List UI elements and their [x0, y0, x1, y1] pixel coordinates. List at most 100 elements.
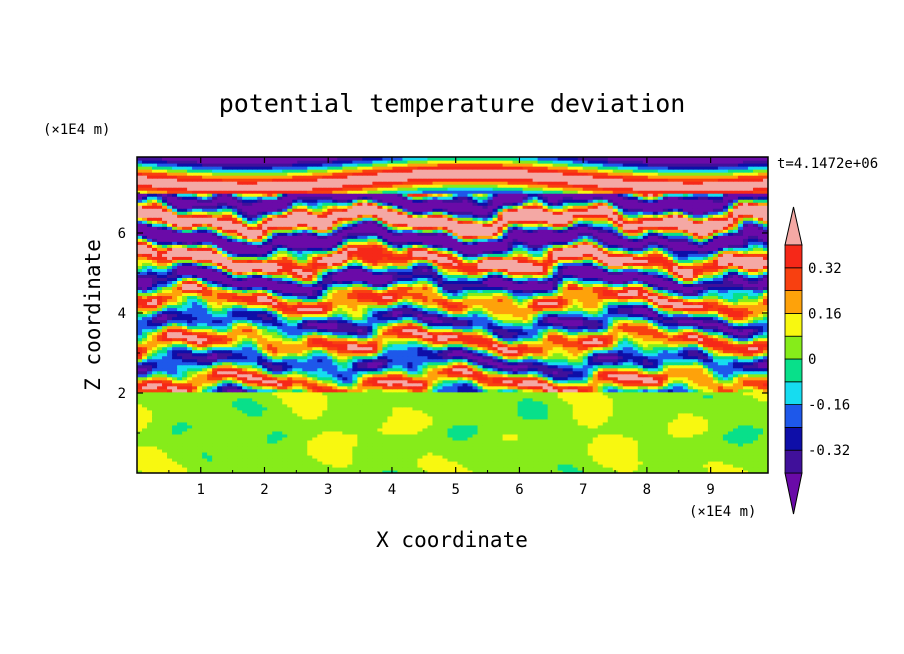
x-unit-label: (×1E4 m) — [689, 504, 756, 520]
field-cell — [677, 466, 684, 471]
field-cell — [762, 457, 768, 462]
field-cell — [342, 460, 348, 465]
field-cell — [537, 463, 544, 468]
field-cell — [377, 460, 383, 465]
field-cell — [232, 451, 238, 456]
field-cell — [377, 466, 383, 471]
field-cell — [272, 454, 278, 459]
field-cell — [332, 466, 338, 471]
field-cell — [292, 457, 298, 462]
field-cell — [317, 457, 323, 462]
field-cell — [547, 463, 554, 468]
field-cell — [342, 451, 348, 456]
field-cell — [552, 463, 559, 468]
field-cell — [482, 466, 489, 471]
field-cell — [527, 460, 534, 465]
field-cell — [502, 463, 509, 468]
field-cell — [612, 466, 619, 471]
field-cell — [697, 454, 704, 459]
field-cell — [212, 451, 218, 456]
field-cell — [397, 457, 404, 462]
field-cell — [137, 454, 143, 459]
field-cell — [207, 457, 213, 462]
field-cell — [222, 457, 228, 462]
field-cell — [682, 466, 689, 471]
field-cell — [302, 469, 308, 473]
field-cell — [527, 463, 534, 468]
field-cell — [352, 469, 358, 473]
field-cell — [322, 460, 328, 465]
field-cell — [442, 469, 449, 473]
field-cell — [647, 457, 654, 462]
field-cell — [327, 454, 333, 459]
field-cell — [622, 454, 629, 459]
field-cell — [452, 454, 459, 459]
field-cell — [247, 451, 253, 456]
field-cell — [402, 460, 409, 465]
field-cell — [547, 460, 554, 465]
field-cell — [462, 454, 469, 459]
field-cell — [207, 469, 213, 473]
field-cell — [587, 463, 594, 468]
field-cell — [372, 451, 378, 456]
field-cell — [207, 454, 213, 459]
field-cell — [142, 463, 148, 468]
field-cell — [502, 466, 509, 471]
field-cell — [432, 454, 439, 459]
field-cell — [162, 454, 168, 459]
field-cell — [642, 463, 649, 468]
field-cell — [432, 460, 439, 465]
field-cell — [182, 454, 188, 459]
field-cell — [597, 454, 604, 459]
field-cell — [247, 457, 253, 462]
field-cell — [662, 454, 669, 459]
field-cell — [602, 466, 609, 471]
field-cell — [722, 454, 729, 459]
field-cell — [717, 466, 724, 471]
field-cell — [612, 463, 619, 468]
field-cell — [707, 454, 714, 459]
field-cell — [477, 466, 484, 471]
field-cell — [287, 457, 293, 462]
field-cell — [627, 454, 634, 459]
field-cell — [582, 466, 589, 471]
field-cell — [162, 460, 168, 465]
field-cell — [402, 469, 409, 473]
field-cell — [372, 469, 378, 473]
field-cell — [532, 457, 539, 462]
field-cell — [672, 460, 679, 465]
field-cell — [467, 463, 474, 468]
field-cell — [577, 454, 584, 459]
field-cell — [157, 469, 163, 473]
field-cell — [717, 457, 724, 462]
field-cell — [227, 451, 233, 456]
field-cell — [282, 454, 288, 459]
field-cell — [212, 460, 218, 465]
field-cell — [727, 457, 734, 462]
field-cell — [292, 454, 298, 459]
field-cell — [392, 469, 399, 473]
field-cell — [577, 460, 584, 465]
field-cell — [187, 463, 193, 468]
field-cell — [412, 454, 419, 459]
field-cell — [302, 463, 308, 468]
field-cell — [697, 463, 704, 468]
field-cell — [237, 460, 243, 465]
field-cell — [362, 463, 368, 468]
field-cell — [497, 466, 504, 471]
field-cell — [572, 457, 579, 462]
field-cell — [432, 457, 439, 462]
field-cell — [257, 454, 263, 459]
field-cell — [327, 463, 333, 468]
field-cell — [547, 457, 554, 462]
field-cell — [267, 454, 273, 459]
field-cell — [457, 460, 464, 465]
field-cell — [472, 469, 479, 473]
field-cell — [312, 457, 318, 462]
field-cell — [142, 466, 148, 471]
field-cell — [482, 460, 489, 465]
field-cell — [747, 457, 754, 462]
field-cell — [562, 454, 569, 459]
field-cell — [347, 451, 353, 456]
field-cell — [147, 454, 153, 459]
